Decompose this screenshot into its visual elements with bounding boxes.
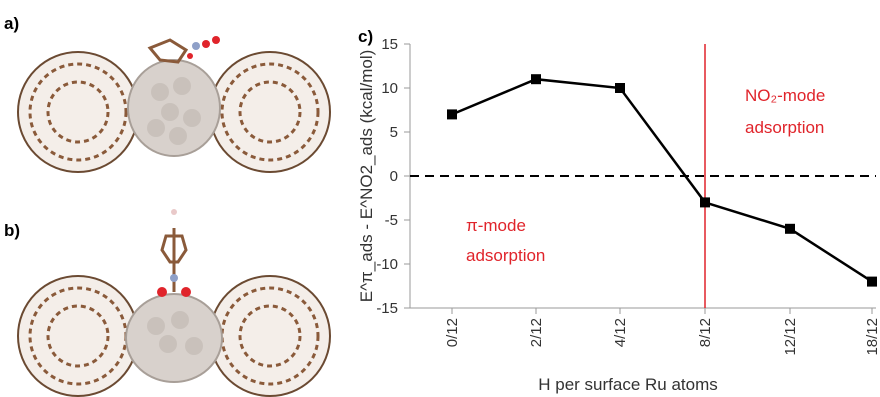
y-tick-label: -5 <box>385 212 398 229</box>
x-tick-label: 18/12 <box>864 318 880 356</box>
data-point <box>447 109 457 120</box>
molecule-image-a <box>17 36 331 173</box>
panel-label-a: a) <box>4 14 19 33</box>
data-point <box>785 223 795 234</box>
y-tick-label: 15 <box>381 36 398 53</box>
annotation-no2-adsorption: adsorption <box>745 118 824 137</box>
y-tick-label: 5 <box>390 124 398 141</box>
molecule-image-b <box>17 209 331 397</box>
data-point <box>615 83 625 93</box>
data-point <box>867 276 877 287</box>
data-point <box>531 74 541 85</box>
series-line <box>451 77 873 283</box>
x-ticks: 0/12 2/12 4/12 8/12 12/12 18/12 <box>444 308 880 356</box>
x-tick-label: 12/12 <box>782 318 799 356</box>
data-points <box>447 74 877 287</box>
chart: 15 10 5 0 -5 -10 -15 0/12 2/12 4/12 8/12 12/12 18/1… <box>357 36 880 394</box>
y-tick-label: -15 <box>376 300 398 317</box>
annotation-no2-mode: NO₂-mode <box>745 86 825 105</box>
annotation-pi-adsorption: adsorption <box>466 246 545 265</box>
x-tick-label: 0/12 <box>444 318 461 347</box>
x-tick-label: 4/12 <box>612 318 629 347</box>
x-axis-label: H per surface Ru atoms <box>538 375 718 394</box>
y-tick-label: 0 <box>390 168 398 185</box>
panel-label-c: c) <box>358 27 373 46</box>
y-tick-label: -10 <box>376 256 398 273</box>
x-tick-label: 8/12 <box>697 318 714 347</box>
panel-label-b: b) <box>4 221 20 240</box>
data-point <box>700 197 710 208</box>
annotation-pi-mode: π-mode <box>466 216 526 235</box>
y-ticks: 15 10 5 0 -5 -10 -15 <box>376 36 410 317</box>
y-tick-label: 10 <box>381 80 398 97</box>
x-tick-label: 2/12 <box>528 318 545 347</box>
y-axis-label: E^π_ads - E^NO2_ads (kcal/mol) <box>357 50 376 303</box>
